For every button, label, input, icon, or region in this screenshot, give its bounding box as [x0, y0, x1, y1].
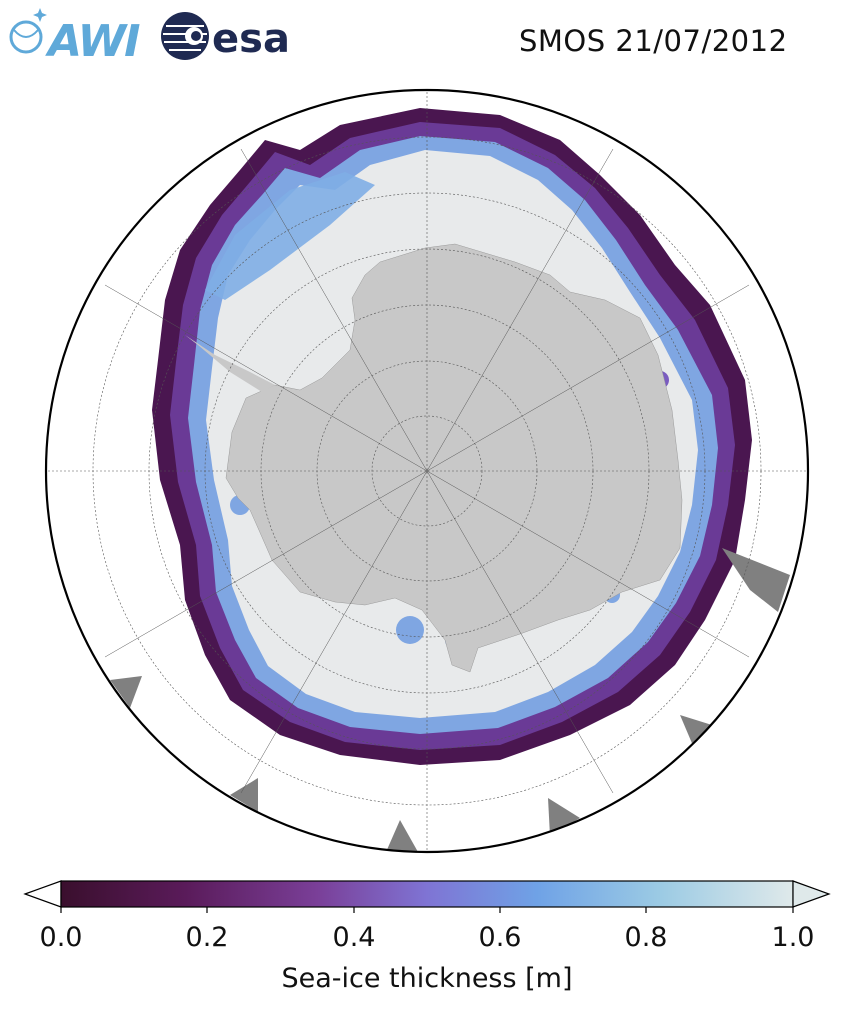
polar-map [44, 88, 810, 854]
esa-emblem-icon [161, 12, 209, 60]
colorbar [23, 880, 831, 913]
logos: AWI esa [9, 8, 290, 67]
colorbar-tick-label: 0.4 [332, 922, 376, 953]
colorbar-label: Sea-ice thickness [m] [281, 963, 573, 994]
map-frame [44, 88, 810, 854]
ice-patch [396, 616, 424, 644]
antarctic-peninsula [185, 335, 275, 392]
colorbar-gradient [60, 880, 794, 908]
map-title: SMOS 21/07/2012 [519, 24, 788, 58]
colorbar-tick-marks [60, 907, 794, 913]
colorbar-tick-label: 0.0 [39, 922, 83, 953]
graticule [46, 90, 808, 852]
colorbar-tick-label: 0.8 [624, 922, 668, 953]
meridians [104, 148, 750, 794]
esa-logo-text: esa [212, 16, 290, 62]
colorbar-extend-min [23, 880, 62, 908]
esa-logo: esa [161, 12, 290, 62]
colorbar-extend-max [792, 880, 831, 908]
weddell-thick-ice [205, 172, 375, 300]
awi-logo-text: AWI [45, 16, 140, 67]
awi-logo: AWI [9, 8, 142, 67]
colorbar-tick-label: 1.0 [771, 922, 815, 953]
colorbar-tick-label: 0.2 [185, 922, 229, 953]
satellite-icon [9, 8, 47, 54]
colorbar-tick-label: 0.6 [478, 922, 522, 953]
other-land [110, 548, 790, 852]
